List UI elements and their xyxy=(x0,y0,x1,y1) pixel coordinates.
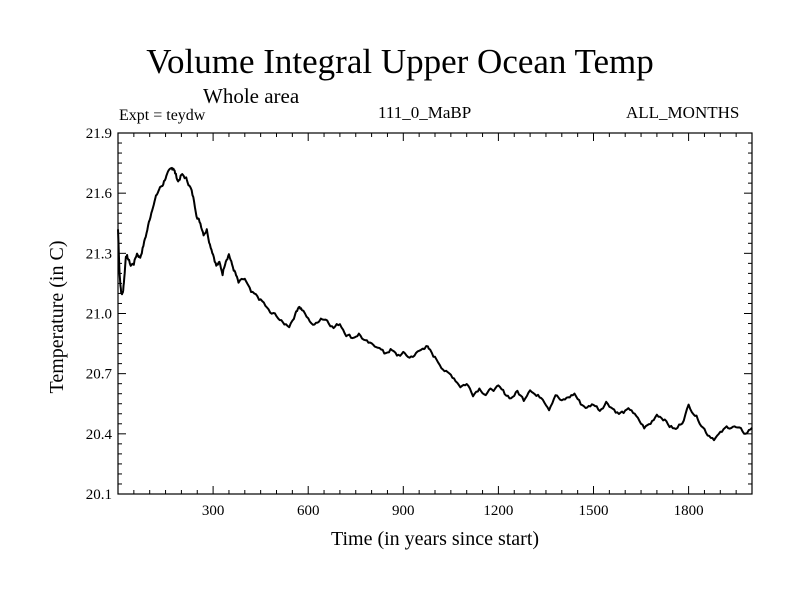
y-tick-label: 20.1 xyxy=(86,487,112,503)
y-tick-label: 20.7 xyxy=(86,367,113,383)
run-id-label: 111_0_MaBP xyxy=(378,103,472,122)
chart-title: Volume Integral Upper Ocean Temp xyxy=(146,42,654,81)
axis-ticks: 300 600 900 1200 1500 1800 20.1 20.4 20.7 21.0 21.… xyxy=(86,126,752,519)
experiment-label: Expt = teydw xyxy=(119,107,206,124)
y-tick-label: 20.4 xyxy=(86,427,113,443)
x-tick-label: 300 xyxy=(202,503,225,519)
series-line-teydw xyxy=(117,166,753,442)
months-label: ALL_MONTHS xyxy=(626,103,740,122)
x-tick-label: 1500 xyxy=(579,503,609,519)
series-layer xyxy=(117,166,753,442)
x-axis-label: Time (in years since start) xyxy=(330,528,540,550)
x-tick-label: 1800 xyxy=(674,503,704,519)
x-tick-label: 600 xyxy=(297,503,320,519)
plot-frame xyxy=(117,132,753,495)
y-tick-label: 21.3 xyxy=(86,246,112,262)
y-tick-label: 21.6 xyxy=(86,186,113,202)
y-axis-label: Temperature (in C) xyxy=(46,240,68,394)
x-tick-label: 1200 xyxy=(483,503,513,519)
y-tick-label: 21.9 xyxy=(86,126,112,142)
y-tick-label: 21.0 xyxy=(86,307,112,323)
chart-subtitle: Whole area xyxy=(203,84,300,108)
x-tick-label: 900 xyxy=(392,503,415,519)
